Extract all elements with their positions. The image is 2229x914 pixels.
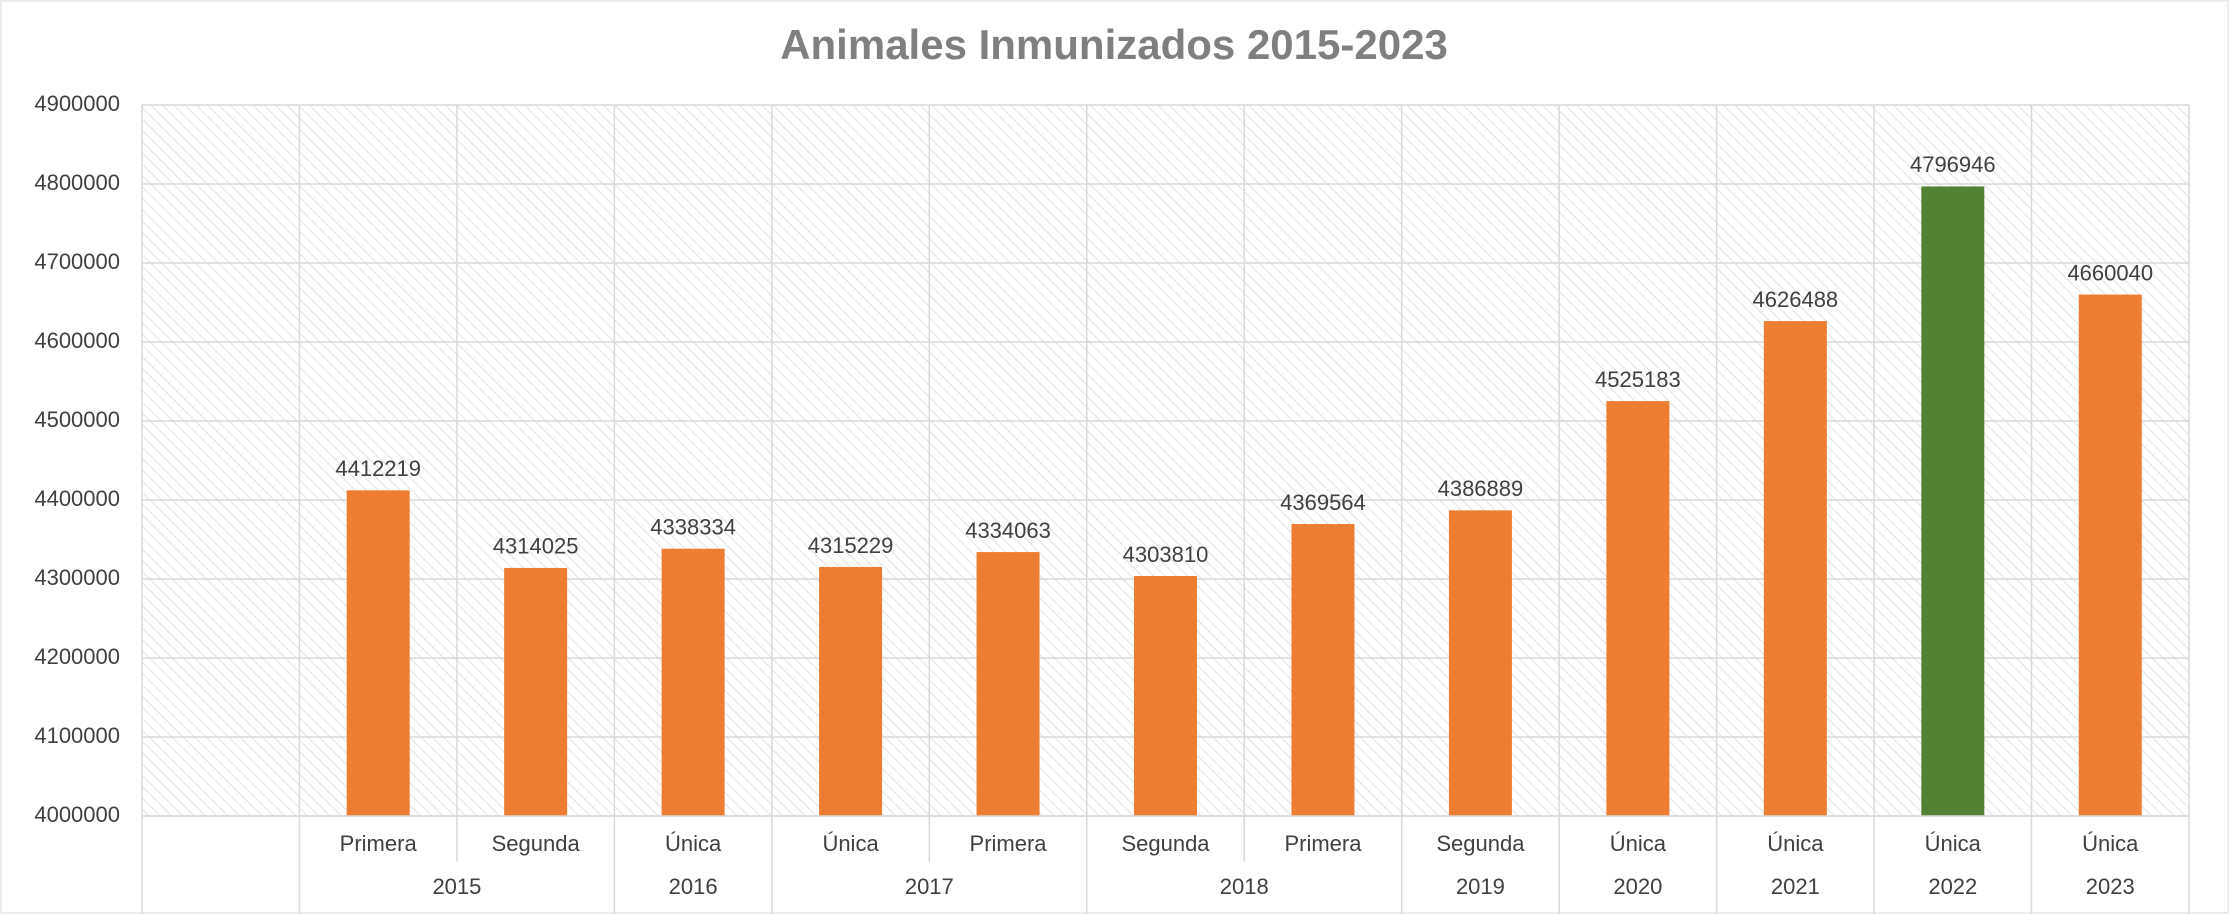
x-group-label: 2023: [2086, 874, 2135, 899]
y-tick-label: 4800000: [34, 170, 120, 195]
data-label: 4626488: [1753, 287, 1839, 312]
data-label: 4303810: [1123, 542, 1209, 567]
bar: [661, 548, 725, 816]
x-group-label: 2015: [432, 874, 481, 899]
x-tick-label: Única: [1925, 831, 1982, 856]
data-label: 4338334: [650, 515, 736, 540]
data-label: 4796946: [1910, 152, 1996, 177]
data-label: 4525183: [1595, 367, 1681, 392]
x-group-label: 2020: [1613, 874, 1662, 899]
x-group-label: 2016: [669, 874, 718, 899]
chart-title: Animales Inmunizados 2015-2023: [780, 21, 1448, 68]
data-label: 4315229: [808, 533, 894, 558]
x-tick-label: Única: [2082, 831, 2139, 856]
y-tick-label: 4900000: [34, 91, 120, 116]
x-tick-label: Única: [1610, 831, 1667, 856]
bar: [976, 552, 1040, 816]
data-label: 4412219: [335, 456, 421, 481]
x-group-label: 2019: [1456, 874, 1505, 899]
x-tick-label: Segunda: [1121, 831, 1210, 856]
x-group-label: 2017: [905, 874, 954, 899]
x-group-label: 2021: [1771, 874, 1820, 899]
x-tick-label: Única: [1767, 831, 1824, 856]
y-tick-label: 4700000: [34, 249, 120, 274]
bar: [1291, 524, 1355, 816]
y-tick-label: 4400000: [34, 486, 120, 511]
bar: [1763, 321, 1827, 816]
y-tick-label: 4600000: [34, 328, 120, 353]
y-tick-label: 4300000: [34, 565, 120, 590]
x-tick-label: Segunda: [1436, 831, 1525, 856]
y-tick-label: 4100000: [34, 723, 120, 748]
bar: [346, 490, 410, 816]
y-tick-label: 4500000: [34, 407, 120, 432]
data-label: 4660040: [2067, 260, 2153, 285]
x-group-label: 2022: [1928, 874, 1977, 899]
x-tick-label: Única: [665, 831, 722, 856]
x-tick-label: Primera: [1284, 831, 1362, 856]
x-tick-label: Única: [822, 831, 879, 856]
bar: [1921, 186, 1985, 816]
bar: [1448, 510, 1512, 816]
data-label: 4314025: [493, 534, 579, 559]
bar: [1606, 401, 1670, 816]
y-tick-label: 4200000: [34, 644, 120, 669]
bar: [819, 566, 883, 816]
data-label: 4334063: [965, 518, 1051, 543]
x-tick-label: Primera: [970, 831, 1048, 856]
y-tick-label: 4000000: [34, 802, 120, 827]
bar: [1134, 575, 1197, 816]
x-group-label: 2018: [1220, 874, 1269, 899]
x-tick-label: Segunda: [492, 831, 581, 856]
data-label: 4386889: [1438, 476, 1524, 501]
bar: [504, 567, 568, 816]
x-tick-label: Primera: [340, 831, 418, 856]
data-label: 4369564: [1280, 490, 1366, 515]
bar: [2078, 294, 2142, 817]
